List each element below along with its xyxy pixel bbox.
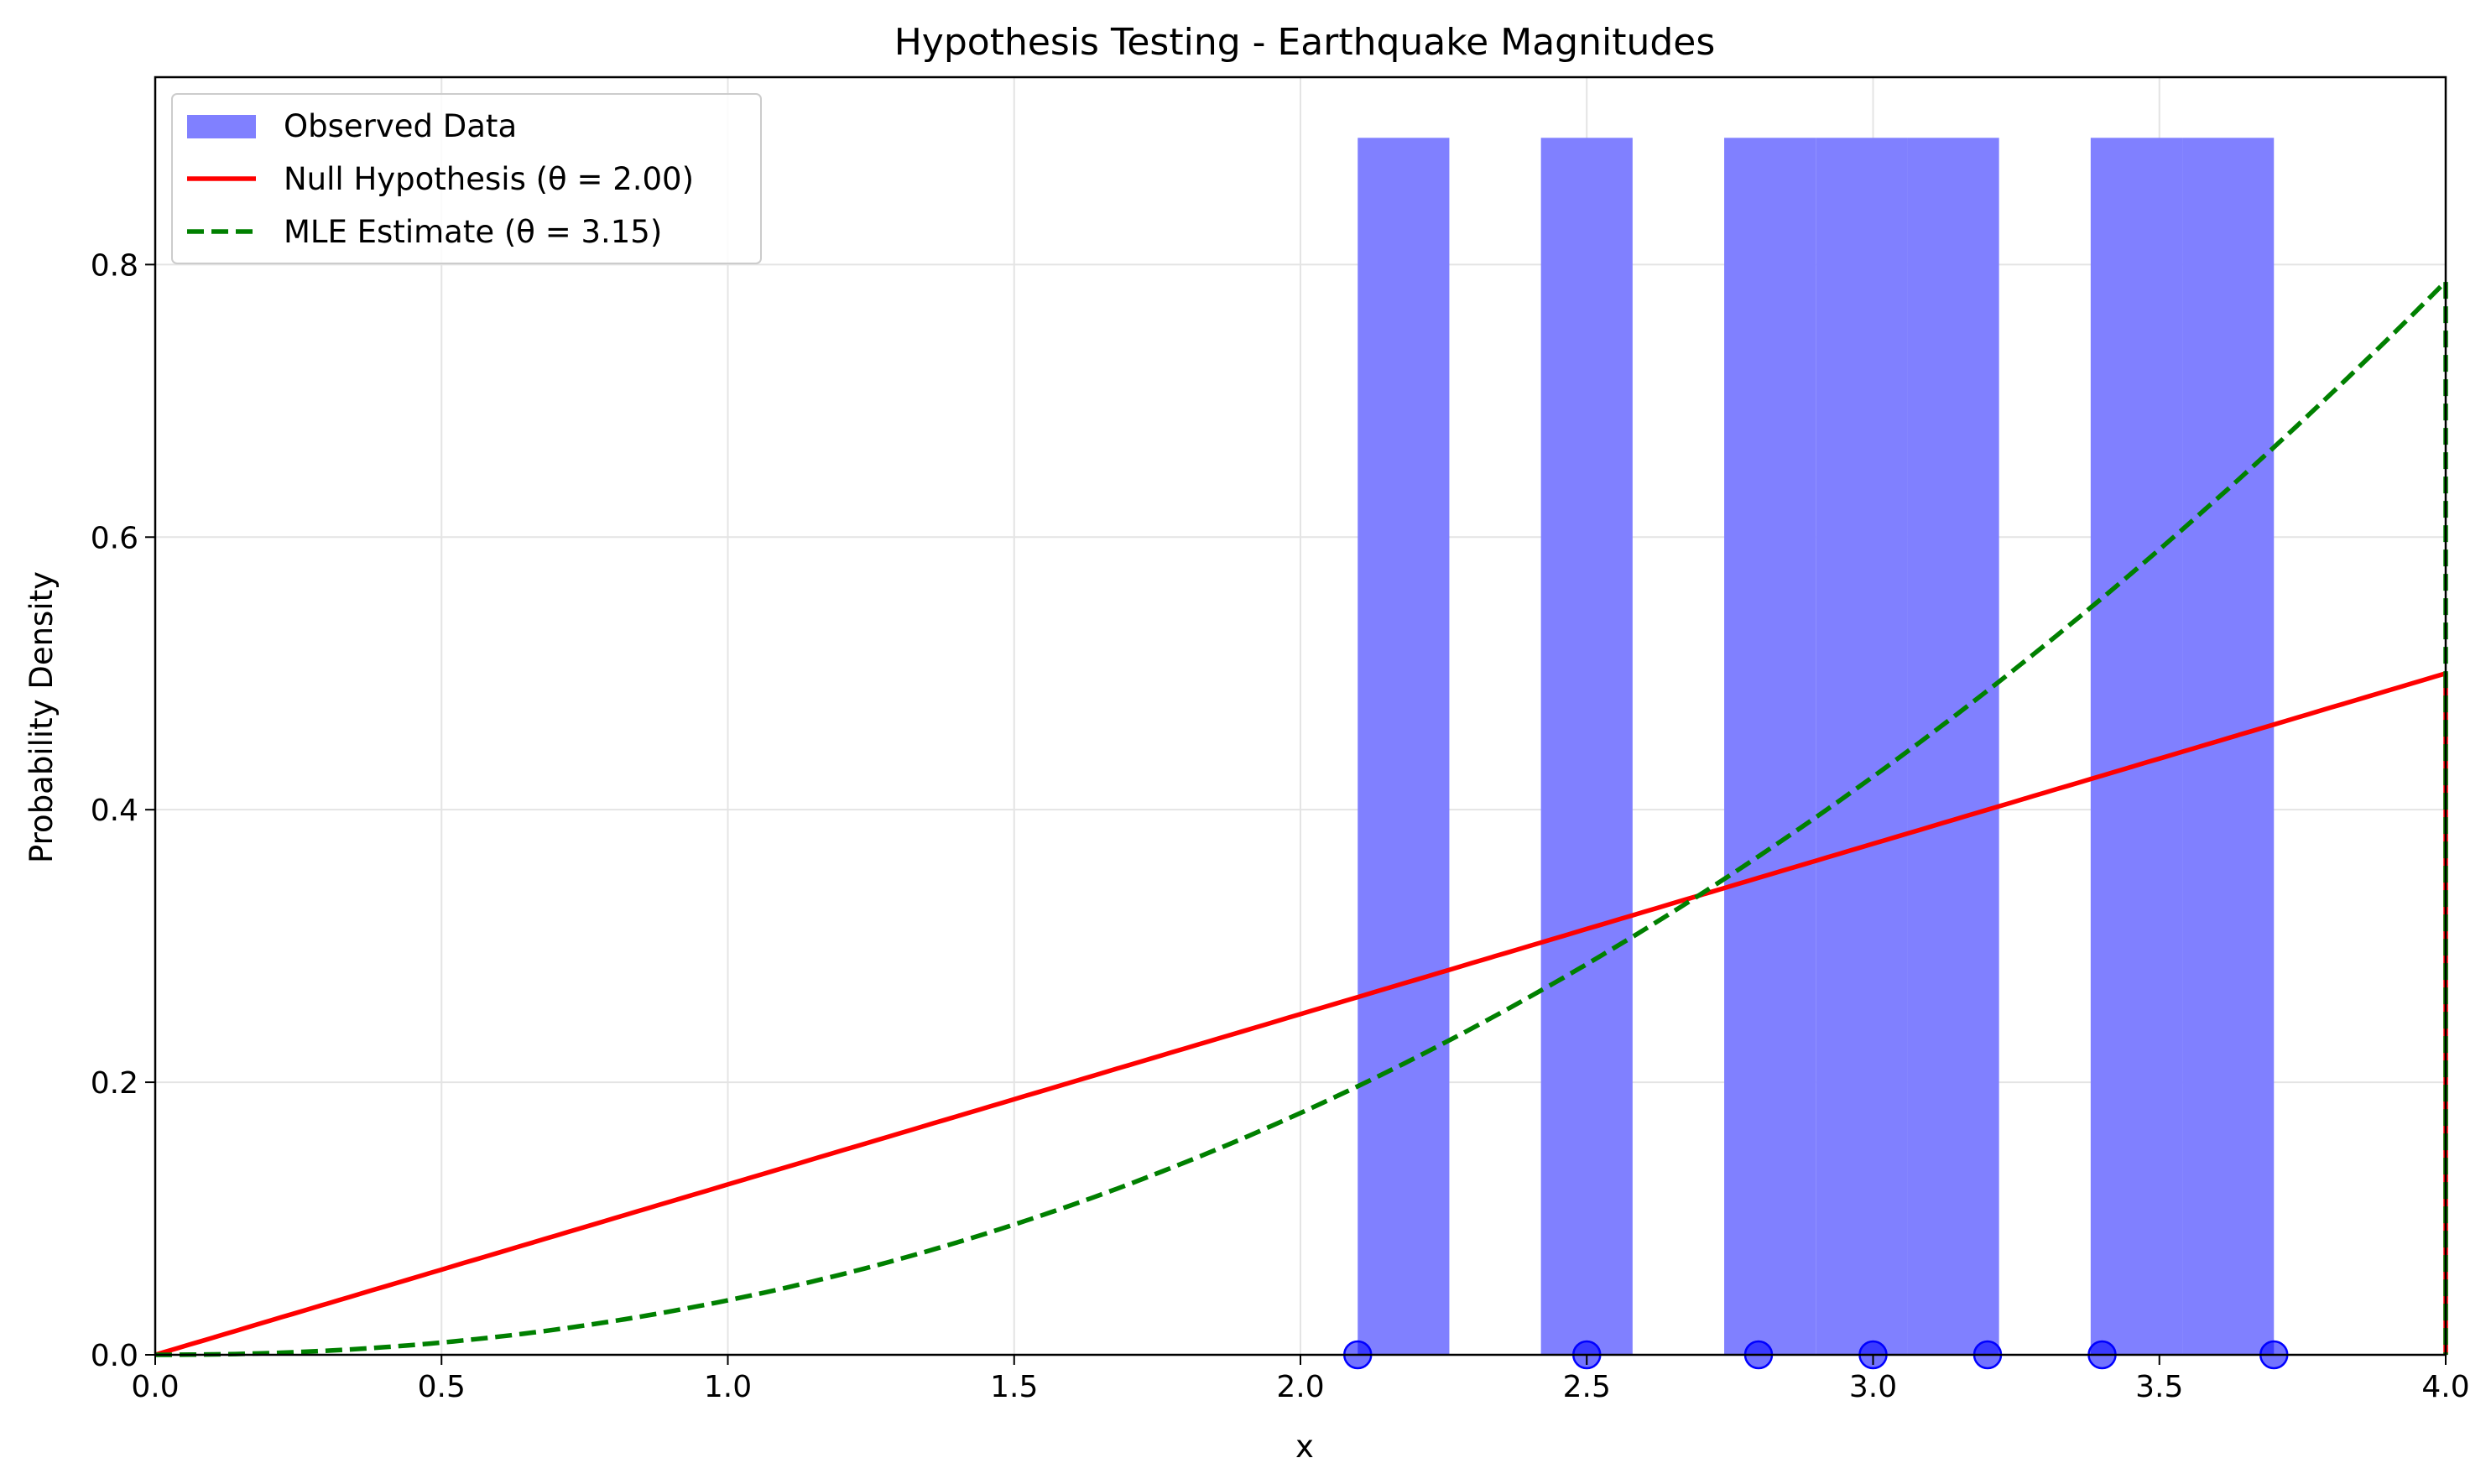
chart-title: Hypothesis Testing - Earthquake Magnitud… bbox=[894, 21, 1716, 64]
x-tick-label: 2.5 bbox=[1563, 1370, 1611, 1404]
histogram-bar bbox=[1724, 138, 1816, 1355]
legend-label: MLE Estimate (θ = 3.15) bbox=[284, 214, 662, 250]
histogram-bar bbox=[1358, 138, 1450, 1355]
histogram-bar bbox=[1540, 138, 1633, 1355]
y-axis-ticks: 0.0 0.2 0.4 0.6 0.8 bbox=[91, 248, 155, 1373]
y-axis-label: Probability Density bbox=[23, 571, 60, 863]
x-tick-label: 1.0 bbox=[704, 1370, 752, 1404]
y-tick-label: 0.0 bbox=[91, 1339, 138, 1373]
x-tick-label: 3.0 bbox=[1849, 1370, 1897, 1404]
histogram-bars bbox=[1358, 138, 2275, 1355]
y-tick-label: 0.4 bbox=[91, 794, 138, 828]
y-tick-label: 0.2 bbox=[91, 1066, 138, 1101]
x-axis-label: x bbox=[1295, 1429, 1314, 1465]
y-tick-label: 0.6 bbox=[91, 521, 138, 555]
y-tick-label: 0.8 bbox=[91, 248, 138, 283]
histogram-bar bbox=[1907, 138, 1999, 1355]
x-tick-label: 1.5 bbox=[990, 1370, 1038, 1404]
histogram-bar bbox=[2090, 138, 2183, 1355]
mle-estimate-line bbox=[155, 279, 2448, 1357]
x-tick-label: 0.0 bbox=[131, 1370, 179, 1404]
x-tick-label: 2.0 bbox=[1276, 1370, 1324, 1404]
legend-box bbox=[171, 93, 762, 264]
null-hypothesis-line bbox=[154, 670, 2448, 1357]
x-tick-label: 0.5 bbox=[418, 1370, 466, 1404]
x-tick-label: 3.5 bbox=[2135, 1370, 2183, 1404]
legend-label: Observed Data bbox=[284, 108, 517, 144]
legend-label: Null Hypothesis (θ = 2.00) bbox=[284, 161, 694, 197]
histogram-bar bbox=[1816, 138, 1908, 1355]
x-tick-label: 4.0 bbox=[2421, 1370, 2469, 1404]
x-axis-ticks: 0.0 0.5 1.0 1.5 2.0 2.5 3.0 3.5 4.0 bbox=[131, 1355, 2470, 1404]
pdf-lines bbox=[154, 279, 2448, 1357]
legend-swatch bbox=[187, 115, 256, 138]
legend: Observed Data Null Hypothesis (θ = 2.00) M… bbox=[171, 93, 762, 264]
